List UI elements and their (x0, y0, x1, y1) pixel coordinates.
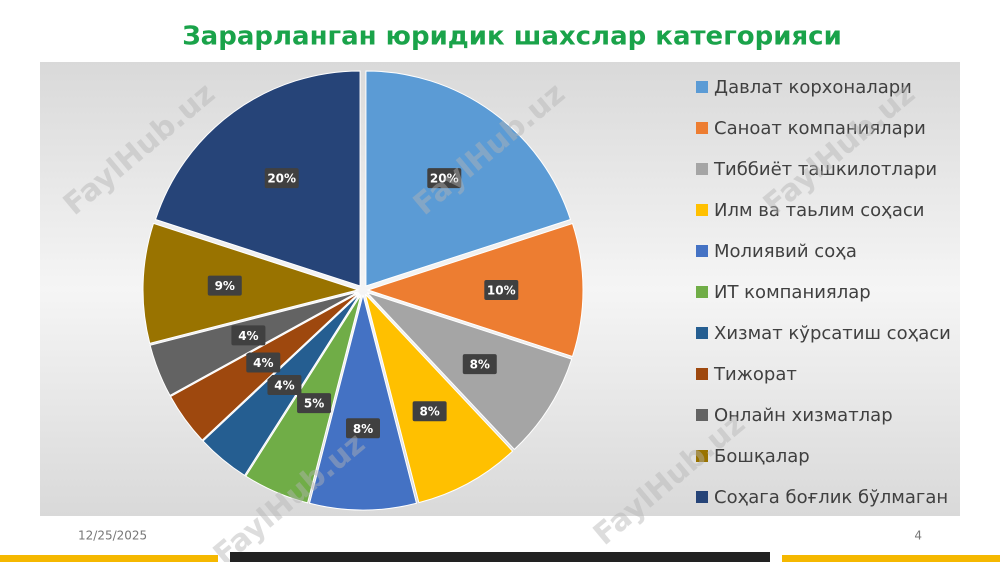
data-label: 5% (304, 397, 324, 411)
chart-title: Зарарланган юридик шахслар категорияси (182, 22, 842, 52)
data-label-box (231, 325, 266, 346)
pie-slice (154, 70, 361, 287)
legend-swatch (696, 368, 708, 380)
pie-slice (365, 70, 572, 287)
legend-swatch (696, 286, 708, 298)
data-label: 4% (274, 378, 294, 392)
legend-label: Бошқалар (714, 446, 810, 467)
data-label: 20% (267, 172, 296, 186)
data-label: 9% (215, 279, 235, 293)
legend-swatch (696, 327, 708, 339)
footer-bar (782, 555, 1000, 562)
data-label: 4% (238, 329, 258, 343)
data-label-box (267, 374, 302, 395)
legend-label: Саноат компаниялари (714, 118, 926, 139)
pie-slice (142, 222, 360, 344)
legend-swatch (696, 491, 708, 503)
legend-label: Онлайн хизматлар (714, 405, 893, 426)
data-label-box (207, 275, 242, 296)
legend-label: Тижорат (713, 364, 797, 385)
legend-swatch (696, 81, 708, 93)
footer-bar (0, 555, 218, 562)
legend-swatch (696, 204, 708, 216)
legend-swatch (696, 450, 708, 462)
data-label-box (484, 280, 519, 300)
data-label-box (462, 354, 497, 375)
data-label-box (346, 418, 380, 439)
legend: Давлат корхоналари Саноат компаниялари Тиб… (696, 77, 951, 508)
data-label: 8% (419, 405, 439, 419)
legend-label: Соҳага боғлик бўлмаган (714, 487, 948, 508)
data-label: 20% (430, 172, 459, 186)
footer-date: 12/25/2025 (78, 529, 147, 543)
data-label-box (246, 352, 281, 373)
legend-swatch (696, 122, 708, 134)
data-label-box (297, 393, 332, 414)
pie-slice (308, 294, 418, 511)
legend-label: Тиббиёт ташкилотлари (713, 159, 937, 180)
legend-swatch (696, 409, 708, 421)
data-label: 8% (353, 422, 373, 436)
legend-label: Хизмат кўрсатиш соҳаси (714, 323, 951, 344)
legend-label: ИТ компаниялар (714, 282, 871, 303)
legend-label: Молиявий соҳа (714, 241, 857, 262)
legend-swatch (696, 245, 708, 257)
pie-slice (366, 222, 584, 358)
legend-label: Давлат корхоналари (714, 77, 912, 98)
pie-slice (364, 294, 514, 504)
data-label-box (427, 168, 462, 189)
data-label: 4% (253, 356, 273, 370)
footer-bar (230, 552, 770, 562)
page-number: 4 (914, 529, 922, 543)
data-label-box (264, 168, 299, 189)
legend-swatch (696, 163, 708, 175)
data-label-box (412, 401, 447, 422)
legend-label: Илм ва таьлим соҳаси (714, 200, 924, 221)
data-label: 8% (470, 358, 490, 372)
pie: 20%10%8%8%8%5%4%4%4%9%20% (142, 70, 584, 511)
data-label: 10% (487, 284, 516, 298)
